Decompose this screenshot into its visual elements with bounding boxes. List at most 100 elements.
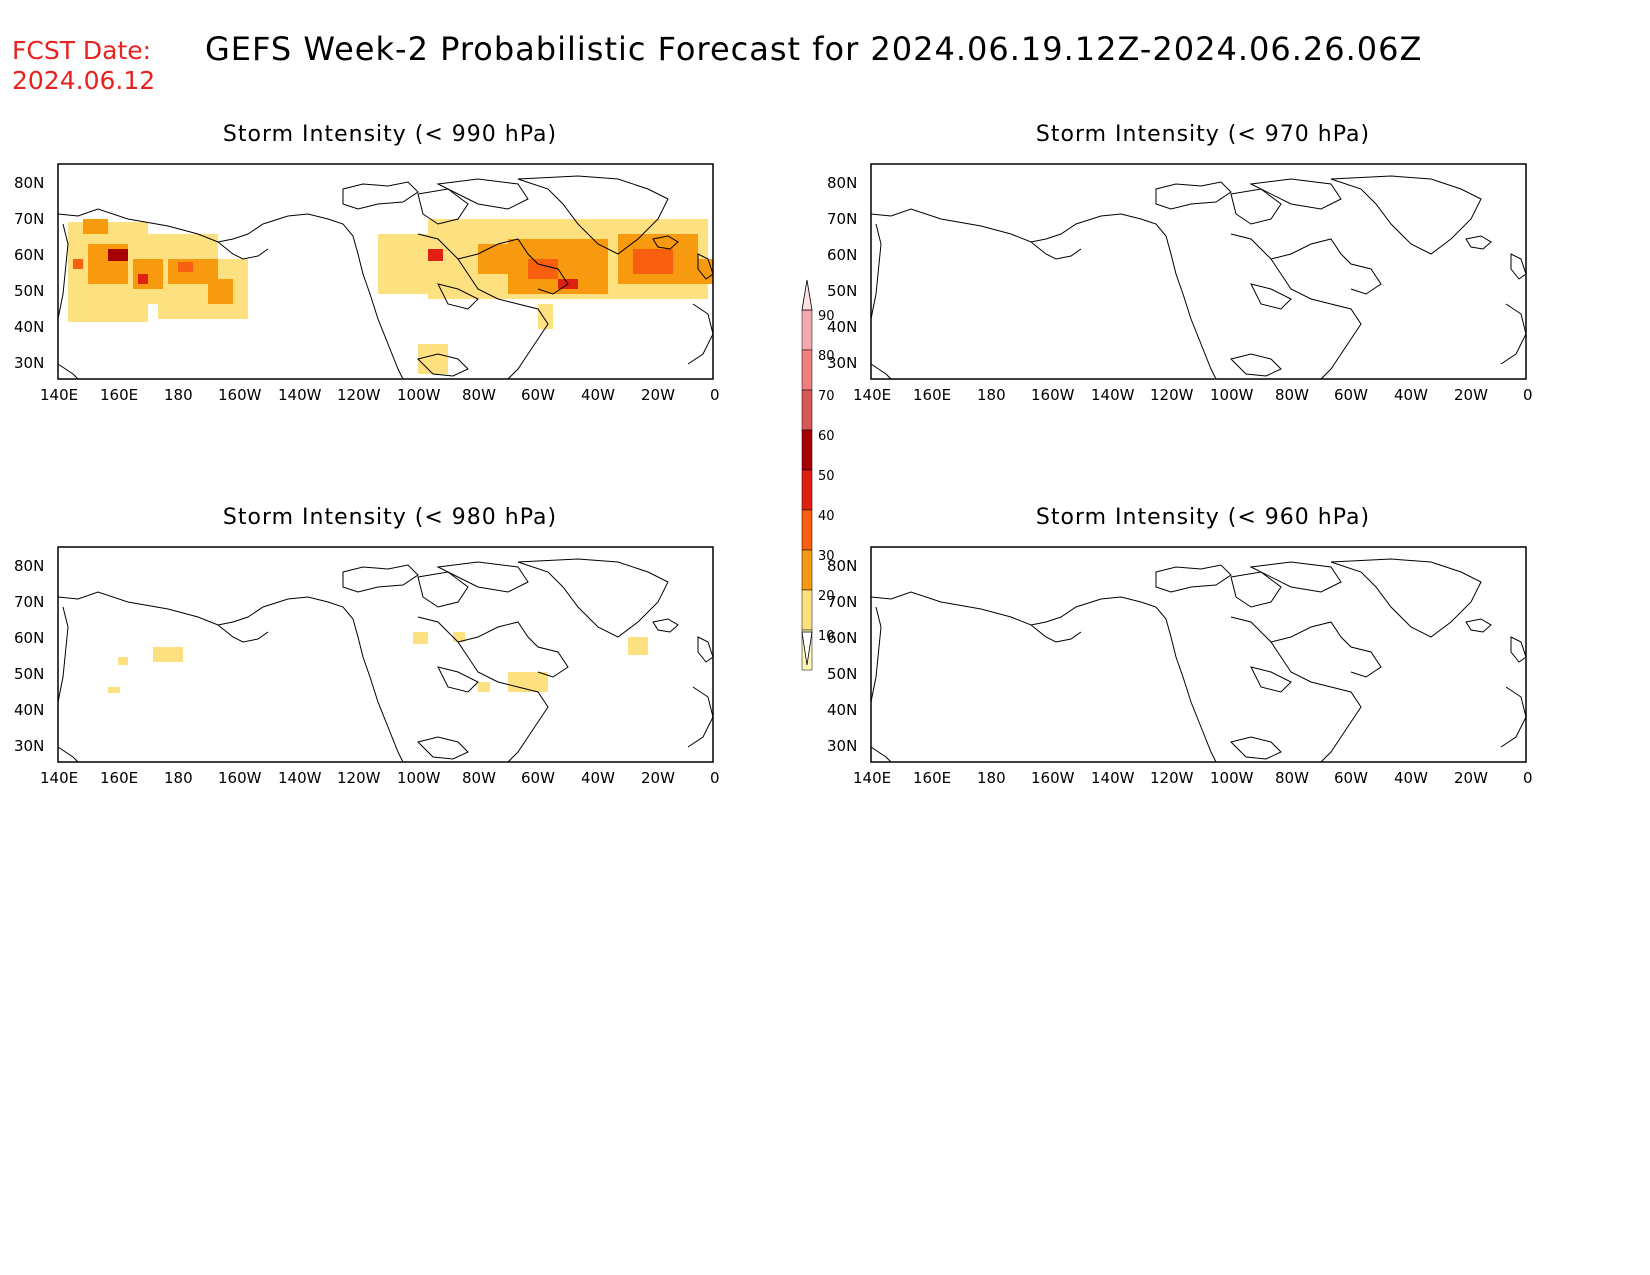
colorbar-swatch bbox=[801, 309, 813, 351]
lat-label: 60N bbox=[14, 246, 44, 264]
lon-axis: 140E 160E 180 160W 140W 120W 100W 80W 60… bbox=[853, 386, 1533, 404]
lon-axis: 140E 160E 180 160W 140W 120W 100W 80W 60… bbox=[40, 769, 720, 787]
lat-axis: 80N 70N 60N 50N 40N 30N bbox=[14, 557, 44, 755]
lat-label: 30N bbox=[14, 737, 44, 755]
lat-label: 50N bbox=[14, 665, 44, 683]
lon-label: 100W bbox=[397, 386, 441, 404]
lat-label: 70N bbox=[14, 593, 44, 611]
map-960: 80N 70N 60N 50N 40N 30N 140E 160E 180 16… bbox=[827, 546, 1533, 787]
lat-label: 80N bbox=[827, 174, 857, 192]
lat-label: 30N bbox=[827, 737, 857, 755]
lon-label: 40W bbox=[581, 769, 615, 787]
lat-label: 80N bbox=[827, 557, 857, 575]
lon-label: 120W bbox=[1150, 769, 1194, 787]
lon-label: 120W bbox=[1150, 386, 1194, 404]
colorbar-label: 90 bbox=[818, 309, 835, 324]
colorbar-swatch bbox=[801, 509, 813, 551]
probability-shading bbox=[68, 219, 713, 374]
colorbar-top-arrow bbox=[801, 279, 813, 311]
lon-label: 180 bbox=[164, 386, 193, 404]
lon-label: 140E bbox=[40, 386, 78, 404]
lon-label: 160E bbox=[913, 386, 951, 404]
map-panel-980: Storm Intensity (< 980 hPa) bbox=[10, 505, 770, 805]
map-panel-960: Storm Intensity (< 960 hPa) bbox=[823, 505, 1583, 805]
lat-label: 40N bbox=[14, 318, 44, 336]
lon-label: 140E bbox=[40, 769, 78, 787]
map-970: 80N 70N 60N 50N 40N 30N 140E 160E 180 16… bbox=[827, 163, 1533, 404]
lon-label: 180 bbox=[977, 769, 1006, 787]
lon-label: 80W bbox=[1275, 769, 1309, 787]
colorbar: 90 80 70 60 50 40 30 20 10 bbox=[801, 279, 835, 671]
lon-label: 0 bbox=[710, 386, 720, 404]
lon-label: 40W bbox=[581, 386, 615, 404]
panel-title: Storm Intensity (< 970 hPa) bbox=[1035, 122, 1371, 147]
lat-label: 60N bbox=[14, 629, 44, 647]
lon-label: 120W bbox=[337, 386, 381, 404]
lon-label: 140W bbox=[278, 386, 322, 404]
lat-label: 50N bbox=[827, 665, 857, 683]
panel-title: Storm Intensity (< 960 hPa) bbox=[1035, 505, 1371, 530]
lon-label: 160E bbox=[913, 769, 951, 787]
map-980: 80N 70N 60N 50N 40N 30N 140E 160E 180 16… bbox=[14, 546, 720, 787]
lon-label: 160W bbox=[1031, 386, 1075, 404]
lon-label: 160W bbox=[1031, 769, 1075, 787]
lon-label: 140W bbox=[278, 769, 322, 787]
lat-label: 70N bbox=[827, 210, 857, 228]
lat-label: 80N bbox=[14, 174, 44, 192]
colorbar-label: 80 bbox=[818, 349, 835, 364]
forecast-date-block: FCST Date: 2024.06.12 bbox=[12, 36, 155, 96]
lon-label: 180 bbox=[164, 769, 193, 787]
lon-label: 140E bbox=[853, 386, 891, 404]
panel-title: Storm Intensity (< 980 hPa) bbox=[222, 505, 558, 530]
lat-axis: 80N 70N 60N 50N 40N 30N bbox=[14, 174, 44, 372]
colorbar-label: 50 bbox=[818, 469, 835, 484]
colorbar-label: 30 bbox=[818, 549, 835, 564]
lon-label: 60W bbox=[521, 386, 555, 404]
map-panel-970: Storm Intensity (< 970 hPa) bbox=[823, 122, 1583, 422]
lon-label: 180 bbox=[977, 386, 1006, 404]
lon-label: 0 bbox=[1523, 386, 1533, 404]
forecast-date-value: 2024.06.12 bbox=[12, 66, 156, 95]
lon-label: 80W bbox=[1275, 386, 1309, 404]
panel-title: Storm Intensity (< 990 hPa) bbox=[222, 122, 558, 147]
lat-label: 60N bbox=[827, 629, 857, 647]
lat-label: 40N bbox=[827, 318, 857, 336]
lon-label: 20W bbox=[641, 769, 675, 787]
lat-label: 40N bbox=[14, 701, 44, 719]
coastlines bbox=[57, 558, 714, 763]
lat-label: 70N bbox=[827, 593, 857, 611]
colorbar-swatch bbox=[801, 349, 813, 391]
lon-label: 60W bbox=[1334, 386, 1368, 404]
lon-label: 140W bbox=[1091, 386, 1135, 404]
lat-label: 40N bbox=[827, 701, 857, 719]
lon-label: 100W bbox=[397, 769, 441, 787]
colorbar-label: 70 bbox=[818, 389, 835, 404]
colorbar-swatch bbox=[801, 549, 813, 591]
lat-label: 30N bbox=[14, 354, 44, 372]
colorbar-swatch bbox=[801, 429, 813, 471]
lon-label: 60W bbox=[521, 769, 555, 787]
lon-label: 140E bbox=[853, 769, 891, 787]
lon-label: 60W bbox=[1334, 769, 1368, 787]
lon-label: 100W bbox=[1210, 386, 1254, 404]
lat-label: 60N bbox=[827, 246, 857, 264]
coastlines bbox=[870, 175, 1527, 380]
colorbar-label: 40 bbox=[818, 509, 835, 524]
lon-label: 40W bbox=[1394, 386, 1428, 404]
lon-label: 20W bbox=[641, 386, 675, 404]
lon-axis: 140E 160E 180 160W 140W 120W 100W 80W 60… bbox=[40, 386, 720, 404]
lon-label: 160E bbox=[100, 769, 138, 787]
page-title: GEFS Week-2 Probabilistic Forecast for 2… bbox=[205, 30, 1423, 68]
map-panel-990: Storm Intensity (< 990 hPa) bbox=[10, 122, 770, 422]
colorbar-swatch bbox=[801, 589, 813, 631]
lon-label: 160E bbox=[100, 386, 138, 404]
lon-label: 40W bbox=[1394, 769, 1428, 787]
colorbar-label: 60 bbox=[818, 429, 835, 444]
forecast-date-label: FCST Date: bbox=[12, 36, 152, 65]
lon-label: 160W bbox=[218, 769, 262, 787]
lon-label: 140W bbox=[1091, 769, 1135, 787]
colorbar-swatch bbox=[801, 469, 813, 511]
lat-label: 80N bbox=[14, 557, 44, 575]
lon-label: 120W bbox=[337, 769, 381, 787]
coastlines bbox=[870, 558, 1527, 763]
